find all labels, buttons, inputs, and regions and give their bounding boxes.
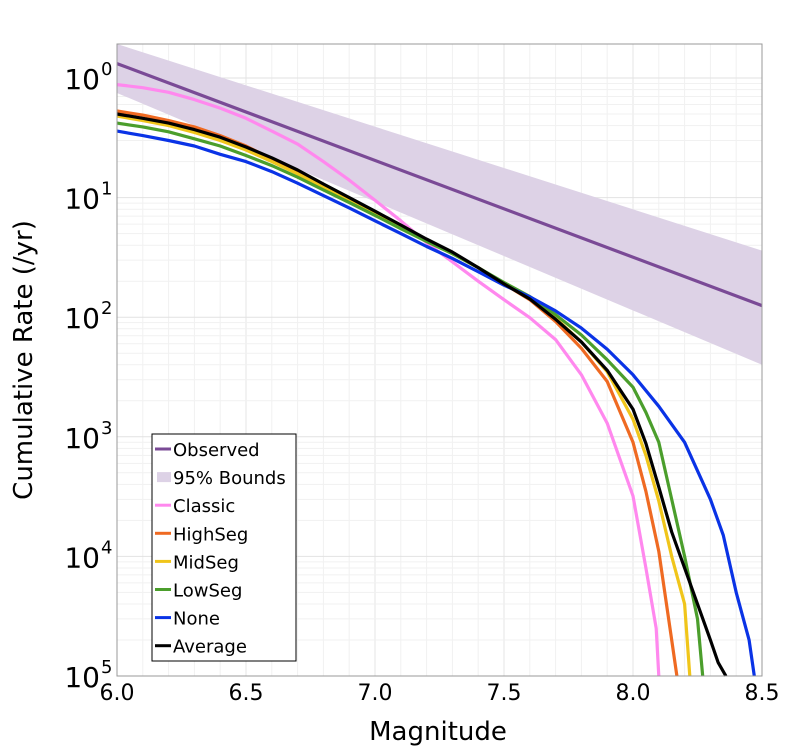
y-tick-base: 10: [64, 63, 100, 96]
bounds-band: [117, 44, 762, 365]
y-tick-label: 10 0: [64, 59, 112, 96]
legend-label: MidSeg: [173, 552, 239, 573]
x-tick-label: 6.5: [229, 681, 264, 706]
x-tick-labels: 6.0 6.5 7.0 7.5 8.0 8.5: [100, 681, 780, 706]
legend-label: Average: [173, 637, 247, 658]
y-tick-exponent: 4: [101, 537, 112, 558]
series-lines: [116, 62, 763, 677]
legend-swatch-bounds: [157, 472, 171, 483]
legend-label: LowSeg: [173, 581, 242, 602]
y-axis-label: Cumulative Rate (/yr): [9, 220, 39, 500]
series-line-observed: [116, 62, 763, 308]
y-tick-label: 10 3: [64, 418, 112, 455]
x-tick-label: 8.5: [745, 681, 780, 706]
y-tick-base: 10: [64, 302, 100, 335]
y-tick-exponent: 3: [101, 418, 112, 439]
legend-label: HighSeg: [173, 524, 248, 545]
legend-label: Classic: [173, 496, 235, 517]
y-tick-exponent: 0: [101, 59, 112, 80]
y-tick-base: 10: [64, 183, 100, 216]
y-tick-exponent: 2: [101, 298, 112, 319]
legend-box: [151, 433, 297, 662]
y-tick-base: 10: [64, 541, 100, 574]
y-tick-label: 10 4: [64, 537, 112, 574]
x-tick-label: 6.0: [100, 681, 135, 706]
bounds-band-area: [117, 44, 762, 365]
y-tick-exponent: 1: [101, 179, 112, 200]
series-line-none: [116, 129, 756, 677]
x-tick-label: 7.5: [487, 681, 522, 706]
legend-label: 95% Bounds: [173, 468, 286, 489]
legend-label: Observed: [173, 440, 260, 461]
y-tick-label: 10 5: [64, 657, 112, 694]
x-tick-label: 7.0: [358, 681, 393, 706]
y-tick-label: 10 2: [64, 298, 112, 335]
legend: Observed 95% Bounds Classic HighSeg MidSeg Lo…: [151, 433, 297, 662]
x-axis-label: Magnitude: [369, 717, 507, 747]
plot-frame: [116, 43, 763, 677]
y-tick-label: 10 1: [64, 179, 112, 216]
y-tick-base: 10: [64, 422, 100, 455]
legend-label: None: [173, 609, 220, 630]
y-tick-base: 10: [64, 661, 100, 694]
series-line-average: [116, 112, 728, 677]
y-tick-exponent: 5: [101, 657, 112, 678]
x-tick-label: 8.0: [616, 681, 651, 706]
